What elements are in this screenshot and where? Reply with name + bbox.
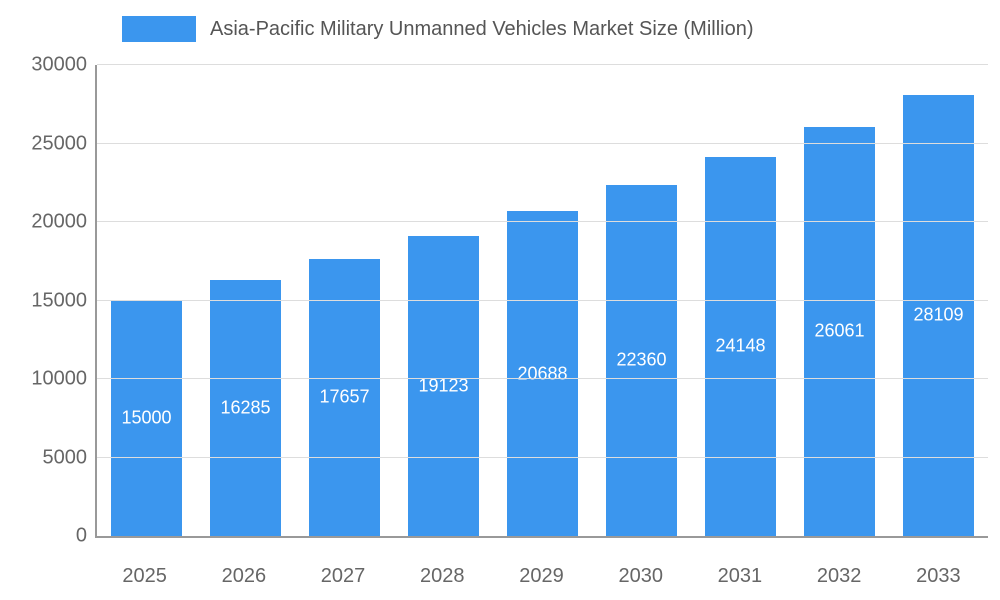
gridline: [97, 456, 988, 458]
x-tick-label: 2029: [519, 565, 564, 587]
gridline: [97, 221, 988, 223]
bar-value-label: 26061: [814, 320, 865, 341]
x-tick-label: 2031: [717, 565, 763, 587]
bar: 28109: [902, 94, 975, 536]
x-axis: 2025 2026 2027 2028 2029 2030 2031 2032 2033: [95, 565, 988, 588]
x-tick-label: 2030: [618, 565, 663, 587]
y-tick-label: 30000: [31, 53, 87, 76]
gridline: [97, 378, 988, 380]
bar: 19123: [407, 235, 480, 536]
legend: Asia-Pacific Military Unmanned Vehicles …: [122, 16, 754, 42]
bar-slot: 24148: [691, 65, 790, 536]
x-tick-label: 2027: [320, 565, 366, 587]
x-tick-label: 2028: [420, 565, 465, 587]
gridline: [97, 142, 988, 144]
bar-value-label: 15000: [121, 407, 172, 428]
bar: 26061: [803, 126, 876, 536]
chart-title: Asia-Pacific Military Unmanned Vehicles …: [210, 17, 754, 40]
bar: 24148: [704, 156, 777, 536]
bar-value-label: 19123: [418, 375, 469, 396]
plot-area: 15000 16285 17657 19123 20688 22360 24148 26061…: [31, 54, 988, 547]
x-tick-label: 2026: [221, 565, 267, 587]
bar: 20688: [506, 211, 579, 536]
bar-value-label: 24148: [715, 335, 766, 356]
bar: 16285: [209, 280, 282, 536]
bar-slot: 17657: [295, 65, 394, 536]
bar-value-label: 17657: [319, 386, 370, 407]
y-tick-label: 15000: [31, 289, 87, 311]
y-tick-label: 10000: [31, 367, 87, 390]
bar-value-label: 20688: [517, 363, 568, 384]
bar-slot: 19123: [394, 65, 493, 536]
bar-value-label: 22360: [616, 349, 667, 370]
x-tick-label: 2032: [816, 565, 862, 587]
bar-slot: 28109: [889, 65, 988, 536]
bar-value-label: 28109: [913, 304, 964, 325]
bar-slot: 22360: [592, 65, 691, 536]
bar: 15000: [110, 300, 183, 536]
bar-slot: 20688: [493, 65, 592, 536]
bar-value-label: 16285: [220, 397, 271, 418]
bars-row: 15000 16285 17657 19123 20688 22360 24148 26061…: [97, 65, 988, 536]
y-tick-label: 5000: [42, 446, 88, 469]
bar-slot: 15000: [97, 65, 196, 536]
gridline: [97, 64, 988, 65]
bar: 17657: [308, 258, 381, 536]
bar-slot: 26061: [790, 65, 889, 536]
y-tick-label: 25000: [31, 132, 87, 154]
x-tick-label: 2025: [122, 565, 167, 587]
gridline: [97, 299, 988, 301]
legend-swatch: [122, 16, 196, 42]
bar: 22360: [605, 184, 678, 536]
x-tick-label: 2033: [916, 565, 961, 587]
y-tick-label: 20000: [31, 210, 87, 233]
y-tick-label: 0: [75, 524, 87, 547]
bar-slot: 16285: [196, 65, 295, 536]
